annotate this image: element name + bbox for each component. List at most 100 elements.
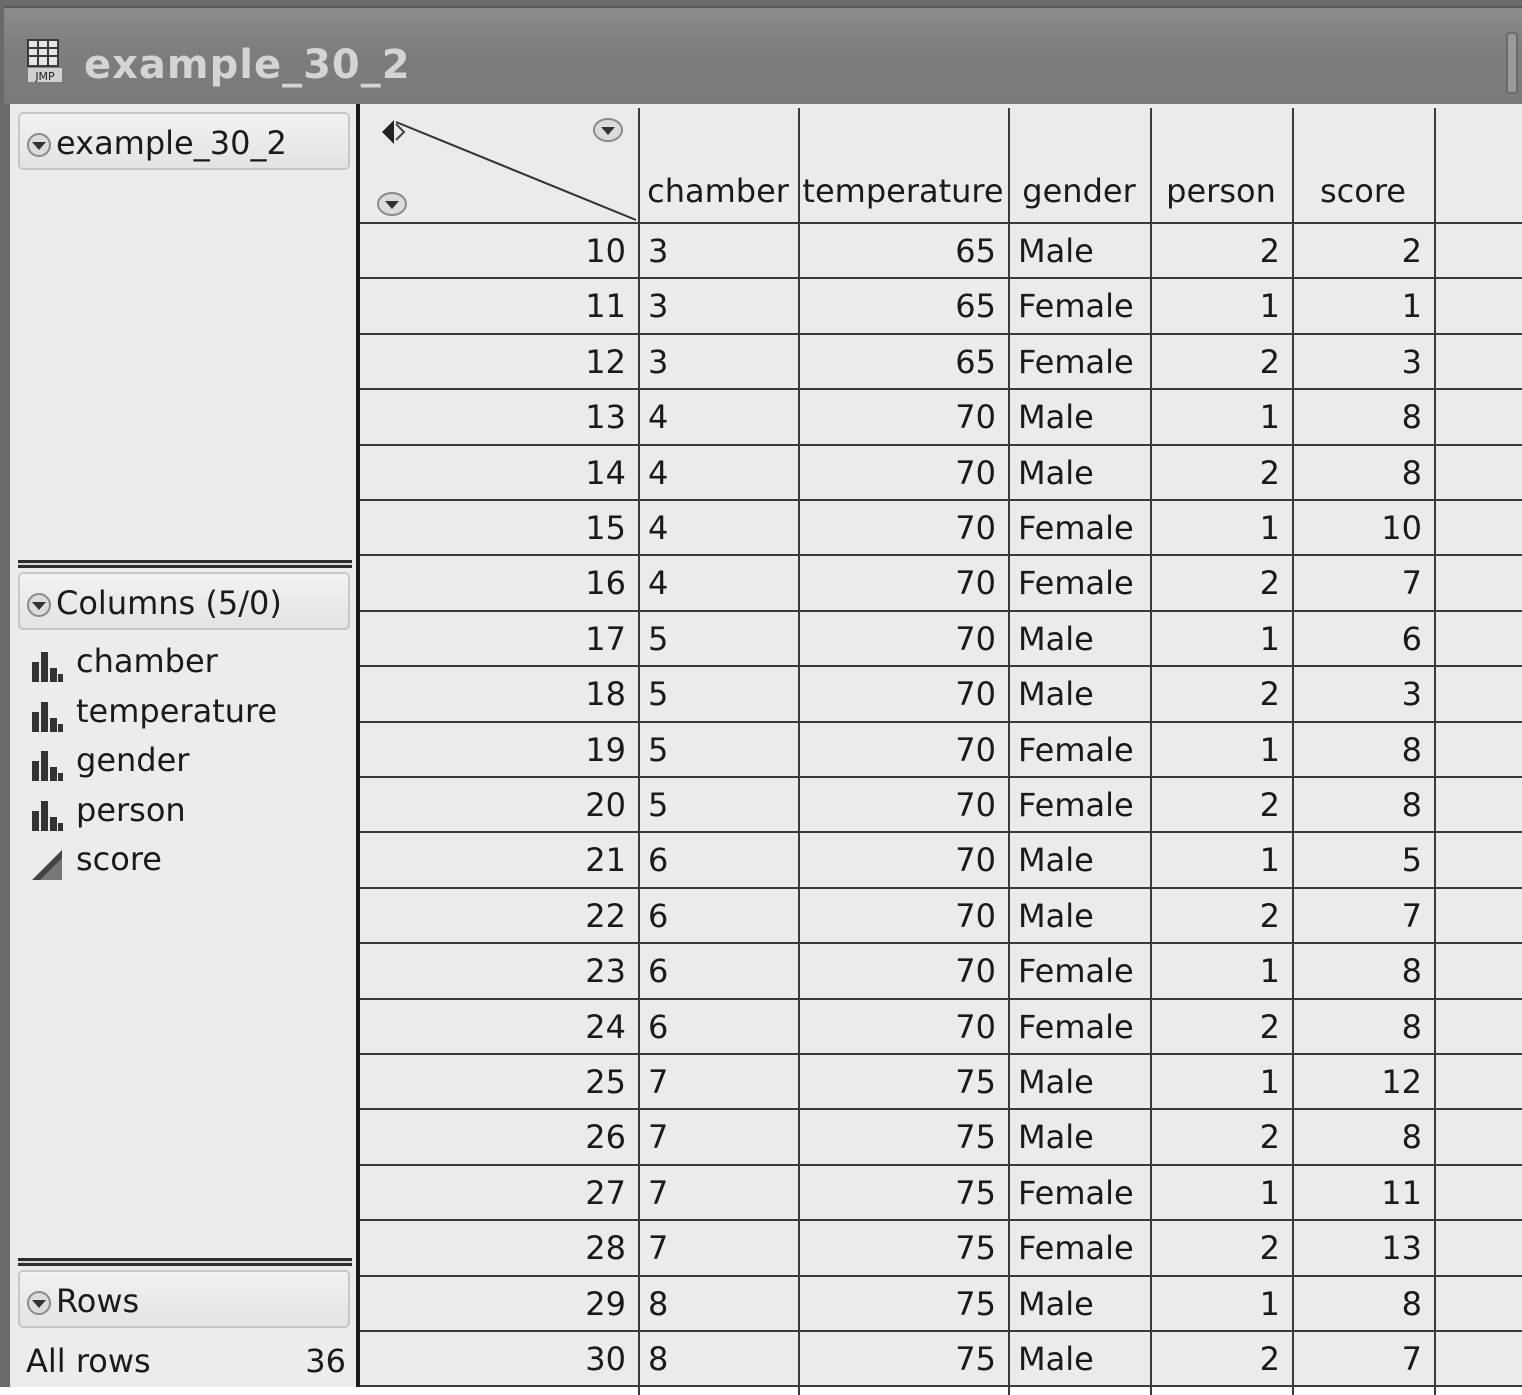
- cell-score[interactable]: 8: [1401, 398, 1422, 437]
- cell-person[interactable]: 2: [1259, 342, 1280, 381]
- row-number[interactable]: 10: [585, 232, 626, 270]
- cell-gender[interactable]: Male: [1018, 453, 1094, 492]
- row-number[interactable]: 14: [585, 453, 626, 492]
- cell-person[interactable]: 1: [1259, 619, 1280, 658]
- cell-chamber[interactable]: 3: [648, 342, 669, 381]
- cell-score[interactable]: 7: [1401, 896, 1422, 935]
- row-number[interactable]: 30: [585, 1340, 626, 1378]
- cell-chamber[interactable]: 3: [648, 232, 669, 270]
- cell-score[interactable]: 3: [1401, 342, 1422, 381]
- column-divider[interactable]: [638, 108, 640, 1395]
- disclosure-triangle-icon[interactable]: [26, 1290, 52, 1316]
- cell-temperature[interactable]: 75: [955, 1173, 996, 1212]
- cell-temperature[interactable]: 70: [955, 453, 996, 492]
- cell-person[interactable]: 1: [1259, 509, 1280, 547]
- columns-panel-header[interactable]: Columns (5/0): [18, 572, 350, 630]
- cell-chamber[interactable]: 4: [648, 398, 669, 437]
- row-number[interactable]: 20: [585, 786, 626, 824]
- cell-temperature[interactable]: 75: [955, 1284, 996, 1323]
- cell-chamber[interactable]: 5: [648, 619, 669, 658]
- cell-chamber[interactable]: 3: [648, 287, 669, 326]
- cell-temperature[interactable]: 75: [955, 1118, 996, 1157]
- column-header-temperature[interactable]: temperature: [802, 172, 1004, 210]
- cell-chamber[interactable]: 7: [648, 1063, 669, 1101]
- column-header-score[interactable]: score: [1320, 172, 1406, 210]
- cell-score[interactable]: 10: [1381, 509, 1422, 547]
- row-number[interactable]: 28: [585, 1229, 626, 1268]
- cell-gender[interactable]: Female: [1018, 952, 1134, 991]
- column-divider[interactable]: [1008, 108, 1010, 1395]
- cell-score[interactable]: 8: [1401, 730, 1422, 769]
- row-number[interactable]: 16: [585, 564, 626, 603]
- cell-chamber[interactable]: 4: [648, 509, 669, 547]
- cell-gender[interactable]: Female: [1018, 509, 1134, 547]
- cell-temperature[interactable]: 65: [955, 342, 996, 381]
- cell-gender[interactable]: Male: [1018, 398, 1094, 437]
- cell-person[interactable]: 2: [1259, 1229, 1280, 1268]
- cell-person[interactable]: 2: [1259, 1007, 1280, 1046]
- cell-person[interactable]: 2: [1259, 1118, 1280, 1157]
- cell-chamber[interactable]: 7: [648, 1118, 669, 1157]
- cell-gender[interactable]: Male: [1018, 896, 1094, 935]
- column-divider[interactable]: [1150, 108, 1152, 1395]
- cell-chamber[interactable]: 7: [648, 1173, 669, 1212]
- row-number[interactable]: 18: [585, 675, 626, 714]
- cell-temperature[interactable]: 65: [955, 232, 996, 270]
- cell-person[interactable]: 1: [1259, 952, 1280, 991]
- cell-person[interactable]: 1: [1259, 1284, 1280, 1323]
- row-header-arrow-icon[interactable]: [378, 116, 412, 150]
- cell-person[interactable]: 2: [1259, 232, 1280, 270]
- cell-gender[interactable]: Female: [1018, 730, 1134, 769]
- cell-gender[interactable]: Female: [1018, 287, 1134, 326]
- row-number[interactable]: 13: [585, 398, 626, 437]
- row-number[interactable]: 19: [585, 730, 626, 769]
- cell-chamber[interactable]: 6: [648, 896, 669, 935]
- column-header-person[interactable]: person: [1166, 172, 1276, 210]
- cell-score[interactable]: 5: [1401, 841, 1422, 880]
- cell-gender[interactable]: Male: [1018, 1340, 1094, 1378]
- cell-temperature[interactable]: 70: [955, 730, 996, 769]
- row-number[interactable]: 17: [585, 619, 626, 658]
- cell-person[interactable]: 1: [1259, 730, 1280, 769]
- row-number[interactable]: 11: [585, 287, 626, 326]
- cell-score[interactable]: 6: [1401, 619, 1422, 658]
- cell-score[interactable]: 8: [1401, 786, 1422, 824]
- cell-person[interactable]: 2: [1259, 675, 1280, 714]
- cell-gender[interactable]: Male: [1018, 1284, 1094, 1323]
- cell-score[interactable]: 7: [1401, 1340, 1422, 1378]
- cell-person[interactable]: 1: [1259, 1063, 1280, 1101]
- cell-score[interactable]: 8: [1401, 1118, 1422, 1157]
- cell-score[interactable]: 7: [1401, 564, 1422, 603]
- cell-score[interactable]: 12: [1381, 1063, 1422, 1101]
- cell-chamber[interactable]: 5: [648, 786, 669, 824]
- row-number[interactable]: 27: [585, 1173, 626, 1212]
- column-menu-dropdown-icon[interactable]: [592, 116, 624, 144]
- row-number[interactable]: 26: [585, 1118, 626, 1157]
- cell-person[interactable]: 2: [1259, 786, 1280, 824]
- cell-person[interactable]: 2: [1259, 1340, 1280, 1378]
- cell-score[interactable]: 8: [1401, 1284, 1422, 1323]
- cell-person[interactable]: 1: [1259, 1173, 1280, 1212]
- cell-gender[interactable]: Female: [1018, 1173, 1134, 1212]
- cell-temperature[interactable]: 75: [955, 1063, 996, 1101]
- row-number[interactable]: 15: [585, 509, 626, 547]
- cell-gender[interactable]: Male: [1018, 1063, 1094, 1101]
- row-number[interactable]: 29: [585, 1284, 626, 1323]
- column-divider[interactable]: [1434, 108, 1436, 1395]
- cell-chamber[interactable]: 7: [648, 1229, 669, 1268]
- cell-gender[interactable]: Male: [1018, 1118, 1094, 1157]
- cell-temperature[interactable]: 70: [955, 619, 996, 658]
- rows-panel-header[interactable]: Rows: [18, 1270, 350, 1328]
- cell-score[interactable]: 8: [1401, 453, 1422, 492]
- column-header-gender[interactable]: gender: [1022, 172, 1136, 210]
- disclosure-triangle-icon[interactable]: [26, 132, 52, 158]
- cell-gender[interactable]: Female: [1018, 1229, 1134, 1268]
- cell-chamber[interactable]: 4: [648, 564, 669, 603]
- cell-temperature[interactable]: 65: [955, 287, 996, 326]
- cell-temperature[interactable]: 70: [955, 564, 996, 603]
- cell-temperature[interactable]: 70: [955, 896, 996, 935]
- cell-temperature[interactable]: 75: [955, 1229, 996, 1268]
- cell-chamber[interactable]: 6: [648, 841, 669, 880]
- row-number[interactable]: 22: [585, 896, 626, 935]
- cell-score[interactable]: 13: [1381, 1229, 1422, 1268]
